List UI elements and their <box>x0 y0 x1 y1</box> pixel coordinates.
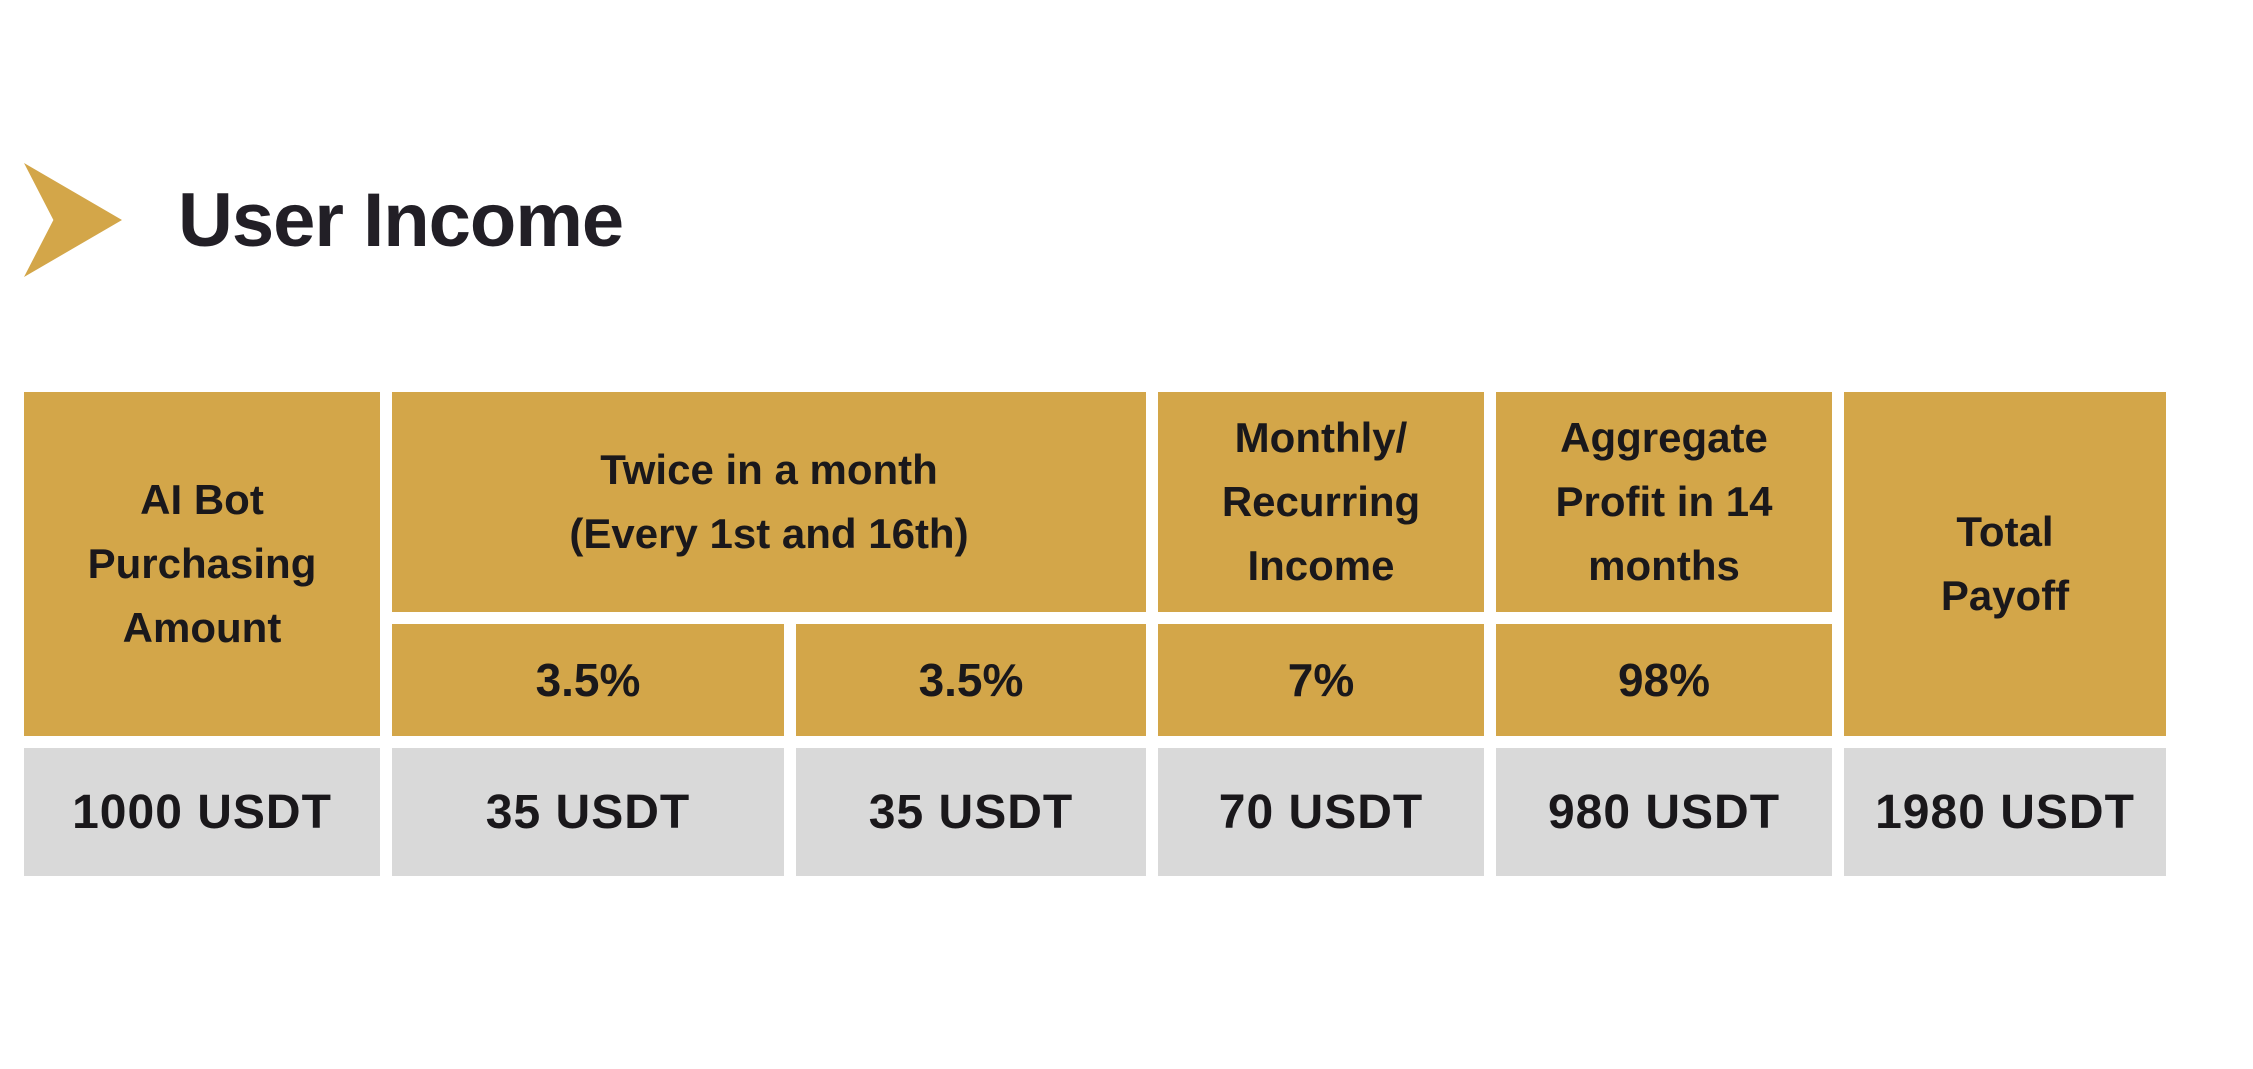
header-line: Total <box>1956 508 2054 555</box>
header-aggregate-profit-14-months: Aggregate Profit in 14 months <box>1496 392 1832 612</box>
header-line: Recurring <box>1221 478 1421 525</box>
title-row: User Income <box>24 160 624 280</box>
value-cell-first-payout: 35 USDT <box>392 748 784 876</box>
header-line: Income <box>1247 542 1395 589</box>
header-total-payoff: Total Payoff <box>1844 392 2166 736</box>
header-line: Aggregate <box>1560 414 1768 461</box>
header-line: months <box>1588 542 1740 589</box>
header-line: Twice in a month <box>600 446 938 493</box>
page-title: User Income <box>178 177 624 263</box>
arrowhead-icon <box>24 163 122 277</box>
value-cell-total-payoff: 1980 USDT <box>1844 748 2166 876</box>
rate-cell-first-3-5: 3.5% <box>392 624 784 736</box>
header-line: Profit in 14 <box>1555 478 1773 525</box>
header-line: Amount <box>122 604 282 651</box>
rate-cell-second-3-5: 3.5% <box>796 624 1146 736</box>
rate-cell-monthly-7: 7% <box>1158 624 1484 736</box>
header-line: Purchasing <box>87 540 317 587</box>
header-line: AI Bot <box>140 476 264 523</box>
value-cell-second-payout: 35 USDT <box>796 748 1146 876</box>
user-income-table: AI Bot Purchasing Amount Twice in a mont… <box>24 392 2166 876</box>
header-line: (Every 1st and 16th) <box>569 510 969 557</box>
header-twice-in-a-month: Twice in a month (Every 1st and 16th) <box>392 392 1146 612</box>
header-monthly-recurring-income: Monthly/ Recurring Income <box>1158 392 1484 612</box>
value-cell-purchase-amount: 1000 USDT <box>24 748 380 876</box>
value-cell-aggregate-profit: 980 USDT <box>1496 748 1832 876</box>
rate-cell-aggregate-98: 98% <box>1496 624 1832 736</box>
header-ai-bot-purchasing-amount: AI Bot Purchasing Amount <box>24 392 380 736</box>
header-line: Payoff <box>1940 572 2070 619</box>
value-cell-monthly-income: 70 USDT <box>1158 748 1484 876</box>
header-line: Monthly/ <box>1234 414 1408 461</box>
